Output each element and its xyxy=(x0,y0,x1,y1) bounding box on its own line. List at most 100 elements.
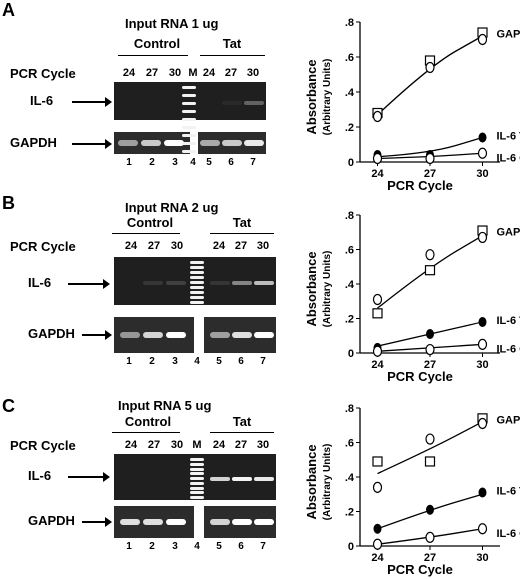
gapdh-band xyxy=(164,140,184,146)
x-tick-label: 24 xyxy=(371,359,384,371)
y-tick-label: .2 xyxy=(345,314,354,326)
ladder-band xyxy=(190,261,204,264)
series-label: IL-6 Con xyxy=(497,152,520,164)
input-rna-title: Input RNA 5 ug xyxy=(118,398,212,413)
panel-letter: C xyxy=(2,396,15,416)
x-tick-label: 30 xyxy=(476,168,488,180)
ladder-band xyxy=(190,301,204,304)
gapdh-band xyxy=(141,140,161,146)
lane-number: 1 xyxy=(126,157,132,168)
x-axis-label: PCR Cycle xyxy=(387,178,453,193)
data-point-open xyxy=(372,481,383,493)
cycle-label: 24 xyxy=(212,240,226,252)
gapdh-band xyxy=(166,332,186,338)
control-bracket xyxy=(118,55,188,56)
ladder-band xyxy=(190,486,204,490)
cycle-label: 27 xyxy=(234,439,248,451)
y-tick-label: .2 xyxy=(345,507,354,519)
cycle-label: 30 xyxy=(170,439,184,451)
absorbance-chart: 0 .2 .4 .6 .8 24 27 30 PCR Cycle Absorbance (Arbit… xyxy=(304,403,520,577)
control-bracket xyxy=(112,432,180,433)
lane-number: 6 xyxy=(228,157,234,168)
data-point-open xyxy=(372,293,383,306)
data-point-open xyxy=(372,538,383,550)
lane-number: 3 xyxy=(172,541,178,552)
data-point-open xyxy=(477,33,488,46)
data-point-square xyxy=(372,308,383,319)
marker-lane-label: M xyxy=(192,439,202,451)
input-rna-title: Input RNA 1 ug xyxy=(125,16,219,31)
data-point-open xyxy=(425,61,435,74)
il6-band xyxy=(143,281,163,285)
gapdh-band xyxy=(254,519,274,525)
cycle-label: 24 xyxy=(124,240,138,252)
gapdh-band xyxy=(120,332,140,338)
ladder-band xyxy=(190,281,204,284)
ladder-band xyxy=(190,491,204,495)
absorbance-chart: 0 .2 .4 .6 .8 24 27 30 PCR Cycle Absorbance (Arbit… xyxy=(304,210,520,384)
data-point-filled xyxy=(478,132,487,143)
data-point-filled xyxy=(478,487,487,498)
cycle-label: 24 xyxy=(124,439,138,451)
lane-number: 3 xyxy=(172,157,178,168)
gapdh-band xyxy=(244,140,264,146)
control-bracket xyxy=(112,233,180,234)
data-point-square xyxy=(424,456,436,467)
fit-line xyxy=(377,35,483,116)
x-tick-label: 24 xyxy=(371,552,384,564)
series-label: IL-6 Con xyxy=(497,343,520,355)
gapdh-band xyxy=(166,519,186,525)
ladder-band xyxy=(182,142,196,145)
data-point-open xyxy=(425,249,435,261)
ladder-band xyxy=(182,94,196,97)
y-tick-label: 0 xyxy=(348,541,354,553)
data-point-open xyxy=(425,343,435,356)
series-label: IL-6 Con xyxy=(497,528,520,540)
ladder-band xyxy=(182,110,196,113)
gapdh-band xyxy=(222,140,242,146)
lane-number: 7 xyxy=(260,541,266,552)
lane-number: 4 xyxy=(194,541,200,552)
ladder-band xyxy=(190,477,204,480)
data-point-filled xyxy=(426,329,434,340)
il6-band xyxy=(254,281,274,285)
ladder-band xyxy=(190,271,204,274)
gapdh-band xyxy=(118,140,138,146)
y-axis-sublabel: (Arbitrary Units) xyxy=(322,251,333,328)
gapdh-arrow xyxy=(82,517,112,527)
il6-band xyxy=(222,101,242,105)
cycle-label: 30 xyxy=(256,240,270,252)
ladder-band xyxy=(182,102,196,105)
y-tick-label: .8 xyxy=(345,210,354,222)
cycle-label: 24 xyxy=(122,67,136,79)
lane-number: 1 xyxy=(126,541,132,552)
panel-a: A Input RNA 1 ug Control Tat PCR Cycle 2… xyxy=(0,0,520,193)
series-label: GAPDH xyxy=(497,29,520,41)
tat-bracket xyxy=(210,432,274,433)
ladder-band xyxy=(182,86,196,89)
panel-letter: A xyxy=(2,0,15,20)
x-tick-label: 30 xyxy=(476,359,488,371)
il6-band xyxy=(232,477,252,481)
gapdh-arrow xyxy=(82,330,112,340)
series-label: IL-6 Tat xyxy=(497,315,520,327)
lane-number: 4 xyxy=(194,356,200,367)
ladder-band xyxy=(182,126,196,129)
panel-b: B Input RNA 2 ug Control Tat PCR Cycle 2… xyxy=(0,193,520,386)
tat-label: Tat xyxy=(232,215,252,230)
tat-label: Tat xyxy=(232,414,252,429)
il6-label: IL-6 xyxy=(30,93,54,108)
cycle-label: 27 xyxy=(147,240,161,252)
ladder-band xyxy=(190,467,204,471)
ladder-band xyxy=(190,496,204,499)
y-tick-label: .4 xyxy=(345,279,355,291)
data-point-open xyxy=(425,152,435,165)
x-axis-label: PCR Cycle xyxy=(387,369,453,384)
x-axis-label: PCR Cycle xyxy=(387,562,453,577)
lane-number: 6 xyxy=(238,356,244,367)
y-axis-sublabel: (Arbitrary Units) xyxy=(322,444,333,521)
gapdh-arrow xyxy=(72,139,112,149)
tat-bracket xyxy=(200,55,265,56)
series-label: IL-6 Tat xyxy=(497,486,520,498)
input-rna-title: Input RNA 2 ug xyxy=(125,200,219,215)
